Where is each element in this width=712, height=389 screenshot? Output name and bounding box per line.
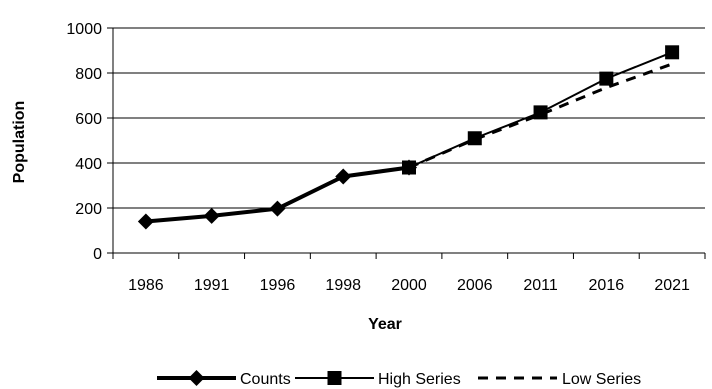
- y-tick-label: 0: [93, 246, 102, 263]
- axes: [107, 27, 706, 259]
- gridlines: [113, 27, 705, 209]
- data-point-high-series: [467, 131, 482, 146]
- legend-label-low-series: Low Series: [562, 371, 641, 388]
- series-line-low-series: [408, 62, 673, 169]
- series-counts: [137, 159, 417, 230]
- series-low-series: [408, 62, 673, 169]
- legend-label-counts: Counts: [240, 371, 291, 388]
- x-tick-label: 2011: [523, 277, 558, 294]
- data-point-counts: [269, 200, 286, 217]
- y-tick-labels: 0 200 400 600 800 1000: [66, 21, 102, 263]
- series-layer: [137, 45, 680, 230]
- legend-item-high-series: High Series: [295, 371, 461, 388]
- series-high-series: [402, 45, 680, 175]
- legend-marker-counts: [188, 370, 205, 386]
- y-tick-label: 200: [75, 201, 102, 218]
- legend-label-high-series: High Series: [378, 371, 461, 388]
- legend-item-low-series: Low Series: [478, 371, 641, 388]
- legend-item-counts: Counts: [157, 370, 291, 388]
- y-tick-label: 1000: [66, 21, 102, 38]
- y-tick-label: 800: [75, 66, 102, 83]
- y-tick-label: 400: [75, 156, 102, 173]
- x-tick-label: 1991: [194, 277, 230, 294]
- y-tick-label: 600: [75, 111, 102, 128]
- data-point-counts: [335, 168, 352, 185]
- x-tick-label: 1986: [128, 277, 164, 294]
- y-axis-title: Population: [11, 101, 28, 184]
- x-tick-label: 2021: [654, 277, 690, 294]
- x-tick-label: 1998: [325, 277, 361, 294]
- data-point-counts: [203, 207, 220, 224]
- x-tick-label: 2016: [589, 277, 625, 294]
- x-tick-label: 2006: [457, 277, 493, 294]
- x-axis-title: Year: [368, 316, 402, 333]
- data-point-high-series: [533, 105, 548, 120]
- x-tick-label: 1996: [260, 277, 296, 294]
- data-point-counts: [137, 213, 154, 230]
- data-point-high-series: [665, 45, 680, 60]
- x-tick-labels: 1986 1991 1996 1998 2000 2006 2011 2016 2021: [128, 277, 690, 294]
- legend-marker-high-series: [327, 371, 342, 385]
- data-point-counts: [401, 159, 417, 176]
- x-tick-label: 2000: [391, 277, 427, 294]
- data-point-high-series: [599, 71, 614, 86]
- legend: Counts High Series Low Series: [157, 370, 641, 388]
